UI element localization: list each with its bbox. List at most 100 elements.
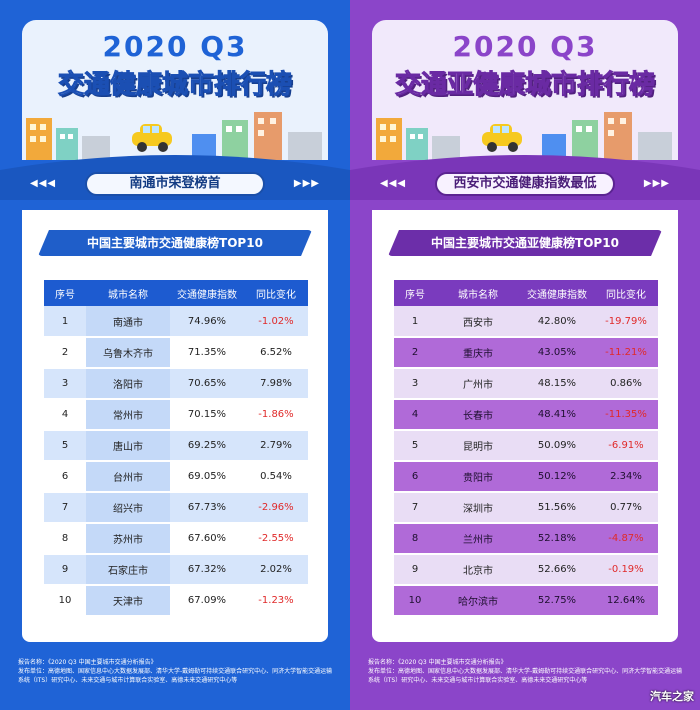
rank-cell: 10 (394, 585, 436, 617)
change-cell: 12.64% (594, 585, 658, 617)
change-cell: -0.19% (594, 554, 658, 586)
table-row: 6 贵阳市 50.12% 2.34% (394, 461, 658, 493)
headline-banner: ◀◀◀ 南通市荣登榜首 ▶▶▶ (30, 172, 320, 196)
city-cell: 贵阳市 (436, 461, 520, 493)
rank-cell: 3 (44, 368, 86, 400)
city-cell: 重庆市 (436, 337, 520, 369)
table-row: 1 南通市 74.96% -1.02% (44, 306, 308, 338)
rank-cell: 5 (44, 430, 86, 462)
city-skyline-illustration (26, 112, 322, 160)
change-cell: 2.34% (594, 461, 658, 493)
index-cell: 48.15% (520, 368, 594, 400)
city-cell: 昆明市 (436, 430, 520, 462)
city-cell: 哈尔滨市 (436, 585, 520, 617)
city-cell: 深圳市 (436, 492, 520, 524)
header-index: 交通健康指数 (170, 280, 244, 306)
header-change: 同比变化 (244, 280, 308, 306)
watermark-logo: 汽车之家 (650, 690, 694, 703)
rank-cell: 6 (394, 461, 436, 493)
header-index: 交通健康指数 (520, 280, 594, 306)
report-footer: 报告名称：《2020 Q3 中国主要城市交通分析报告》 发布单位：高德地图、国家… (368, 658, 688, 685)
city-cell: 北京市 (436, 554, 520, 586)
index-cell: 42.80% (520, 306, 594, 338)
table-row: 6 台州市 69.05% 0.54% (44, 461, 308, 493)
index-cell: 43.05% (520, 337, 594, 369)
headline-banner: ◀◀◀ 西安市交通健康指数最低 ▶▶▶ (380, 172, 670, 196)
publishers: 发布单位：高德地图、国家信息中心大数据发展部、清华大学-戴姆勒可持续交通联合研究… (368, 668, 683, 684)
table-row: 3 洛阳市 70.65% 7.98% (44, 368, 308, 400)
table-row: 10 天津市 67.09% -1.23% (44, 585, 308, 617)
change-cell: 6.52% (244, 337, 308, 369)
poster-title: 交通亚健康城市排行榜 (394, 70, 655, 101)
table-row: 2 重庆市 43.05% -11.21% (394, 337, 658, 369)
index-cell: 52.66% (520, 554, 594, 586)
arrow-left-icon: ◀◀◀ (380, 178, 407, 189)
arrow-right-icon: ▶▶▶ (643, 178, 670, 189)
city-cell: 常州市 (86, 399, 170, 431)
change-cell: 0.77% (594, 492, 658, 524)
year-heading: 2020 Q3 (102, 30, 248, 63)
table-row: 2 乌鲁木齐市 71.35% 6.52% (44, 337, 308, 369)
rank-cell: 2 (394, 337, 436, 369)
header-rank: 序号 (394, 280, 436, 306)
table-row: 7 绍兴市 67.73% -2.96% (44, 492, 308, 524)
change-cell: -1.02% (244, 306, 308, 338)
change-cell: 2.79% (244, 430, 308, 462)
report-name: 报告名称：《2020 Q3 中国主要城市交通分析报告》 (18, 659, 157, 666)
city-cell: 洛阳市 (86, 368, 170, 400)
city-cell: 乌鲁木齐市 (86, 337, 170, 369)
report-footer: 报告名称：《2020 Q3 中国主要城市交通分析报告》 发布单位：高德地图、国家… (18, 658, 338, 685)
table-header-row: 序号 城市名称 交通健康指数 同比变化 (394, 280, 658, 306)
table-row: 9 北京市 52.66% -0.19% (394, 554, 658, 586)
table-row: 4 常州市 70.15% -1.86% (44, 399, 308, 431)
table-subtitle: 中国主要城市交通亚健康榜TOP10 (388, 230, 662, 256)
city-cell: 苏州市 (86, 523, 170, 555)
city-cell: 兰州市 (436, 523, 520, 555)
index-cell: 50.12% (520, 461, 594, 493)
ranking-table: 序号 城市名称 交通健康指数 同比变化 1 南通市 74.96% -1.02% 2 乌鲁… (44, 280, 308, 617)
header-city: 城市名称 (436, 280, 520, 306)
index-cell: 52.75% (520, 585, 594, 617)
rank-cell: 5 (394, 430, 436, 462)
index-cell: 51.56% (520, 492, 594, 524)
arrow-left-icon: ◀◀◀ (30, 178, 57, 189)
change-cell: -6.91% (594, 430, 658, 462)
change-cell: 2.02% (244, 554, 308, 586)
index-cell: 69.05% (170, 461, 244, 493)
table-row: 3 广州市 48.15% 0.86% (394, 368, 658, 400)
table-row: 8 苏州市 67.60% -2.55% (44, 523, 308, 555)
index-cell: 71.35% (170, 337, 244, 369)
table-row: 5 昆明市 50.09% -6.91% (394, 430, 658, 462)
header-change: 同比变化 (594, 280, 658, 306)
city-cell: 绍兴市 (86, 492, 170, 524)
rank-cell: 7 (394, 492, 436, 524)
index-cell: 70.15% (170, 399, 244, 431)
arrow-right-icon: ▶▶▶ (293, 178, 320, 189)
rank-cell: 1 (44, 306, 86, 338)
index-cell: 48.41% (520, 399, 594, 431)
car-illustration (482, 124, 522, 152)
car-illustration (132, 124, 172, 152)
index-cell: 52.18% (520, 523, 594, 555)
rank-cell: 2 (44, 337, 86, 369)
table-subtitle: 中国主要城市交通健康榜TOP10 (38, 230, 312, 256)
index-cell: 67.32% (170, 554, 244, 586)
change-cell: -2.96% (244, 492, 308, 524)
headline-text: 西安市交通健康指数最低 (435, 172, 615, 196)
index-cell: 74.96% (170, 306, 244, 338)
change-cell: 0.86% (594, 368, 658, 400)
rank-cell: 6 (44, 461, 86, 493)
rank-cell: 7 (44, 492, 86, 524)
index-cell: 70.65% (170, 368, 244, 400)
change-cell: -11.21% (594, 337, 658, 369)
city-cell: 广州市 (436, 368, 520, 400)
rank-cell: 4 (394, 399, 436, 431)
publishers: 发布单位：高德地图、国家信息中心大数据发展部、清华大学-戴姆勒可持续交通联合研究… (18, 668, 333, 684)
table-row: 10 哈尔滨市 52.75% 12.64% (394, 585, 658, 617)
city-cell: 石家庄市 (86, 554, 170, 586)
rank-cell: 3 (394, 368, 436, 400)
city-cell: 南通市 (86, 306, 170, 338)
city-cell: 长春市 (436, 399, 520, 431)
headline-text: 南通市荣登榜首 (85, 172, 265, 196)
